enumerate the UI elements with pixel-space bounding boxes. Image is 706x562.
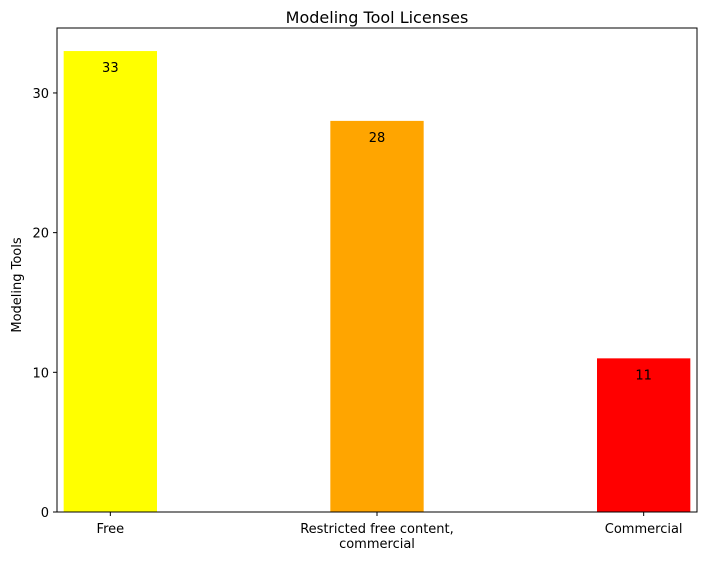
x-axis: Free Restricted free content, commercial Co… xyxy=(97,512,683,552)
y-tick-label: 30 xyxy=(32,87,49,102)
bar xyxy=(597,358,691,512)
y-tick-label: 10 xyxy=(32,366,49,381)
bar xyxy=(330,120,424,512)
bar-value-label: 11 xyxy=(635,368,652,383)
bars-group xyxy=(63,51,691,513)
data-labels-group: 33 28 11 xyxy=(102,61,652,383)
x-tick-label: Commercial xyxy=(605,522,683,537)
plot-frame xyxy=(56,27,698,513)
y-axis: 0 10 20 30 xyxy=(32,87,57,521)
bar-value-label: 28 xyxy=(369,131,386,146)
y-tick-label: 20 xyxy=(32,227,49,242)
bar-value-label: 33 xyxy=(102,61,119,76)
bar xyxy=(63,51,157,513)
x-tick-label: Restricted free content, commercial xyxy=(300,522,454,552)
y-tick-label: 0 xyxy=(41,506,49,521)
x-tick-label: Free xyxy=(97,522,125,537)
y-axis-label: Modeling Tools xyxy=(10,237,25,333)
chart-title: Modeling Tool Licenses xyxy=(286,8,469,27)
